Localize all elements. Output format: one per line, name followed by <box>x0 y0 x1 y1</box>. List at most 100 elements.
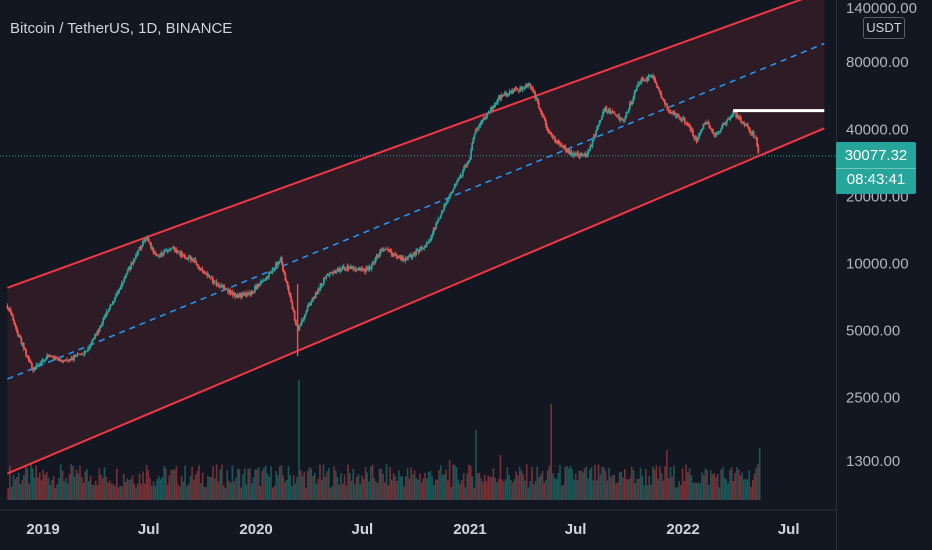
candles <box>6 73 760 374</box>
volume-bar <box>117 487 120 500</box>
candle-body <box>513 90 516 92</box>
volume-bar <box>380 468 383 500</box>
volume-bar <box>266 473 269 500</box>
candle-body <box>54 357 57 361</box>
candle-body <box>401 257 404 260</box>
volume-bar <box>443 474 446 500</box>
volume-bar <box>680 485 682 500</box>
volume-bar <box>527 487 530 500</box>
candle-body <box>351 266 353 268</box>
volume-bar <box>335 470 337 500</box>
volume-bar <box>510 479 512 500</box>
volume-bar <box>198 465 200 500</box>
candle-body <box>67 360 70 362</box>
volume-bar <box>256 469 258 500</box>
candle-body <box>486 113 489 117</box>
candle-body <box>481 120 484 122</box>
symbol-title[interactable]: Bitcoin / TetherUS, 1D, BINANCE <box>10 20 233 37</box>
volume-bar <box>617 482 619 500</box>
candle-body <box>381 249 384 251</box>
volume-bar <box>592 480 595 500</box>
volume-bar <box>408 478 411 500</box>
volume-bar <box>569 465 572 500</box>
volume-bar <box>81 477 83 500</box>
volume-bar <box>566 466 568 500</box>
volume-bar <box>727 483 729 500</box>
candle-body <box>206 272 208 276</box>
volume-bar <box>471 476 474 500</box>
candle-body <box>535 98 538 100</box>
volume-bar <box>702 475 705 500</box>
volume-bar <box>242 474 244 500</box>
volume-bar <box>489 476 491 500</box>
volume-bar <box>515 471 517 500</box>
candle-body <box>196 265 199 267</box>
candle-body <box>49 355 52 357</box>
candle-body <box>586 151 589 157</box>
volume-bar <box>715 476 717 500</box>
candle-body <box>699 132 701 136</box>
candle-body <box>131 263 134 264</box>
candle-body <box>708 124 711 128</box>
currency-unit-button[interactable]: USDT <box>863 17 905 39</box>
candle-body <box>576 152 579 155</box>
x-tick-label: Jul <box>565 521 587 538</box>
volume-bar <box>296 477 298 500</box>
candle-body <box>757 146 760 153</box>
candle-body <box>666 104 669 110</box>
candle-body <box>514 88 517 91</box>
candle-body <box>233 293 235 296</box>
candle-body <box>120 282 123 288</box>
volume-bar <box>487 475 489 500</box>
candle-body <box>355 269 358 271</box>
volume-bar <box>650 484 652 500</box>
volume-bar <box>278 466 281 500</box>
candle-body <box>349 266 352 269</box>
candle-body <box>451 191 454 193</box>
volume-bar <box>669 466 672 500</box>
candle-body <box>6 305 9 309</box>
candle-body <box>203 273 206 274</box>
candle-body <box>442 210 444 211</box>
candle-body <box>99 325 102 328</box>
volume-bar <box>224 488 227 500</box>
volume-bar <box>310 468 312 500</box>
candle-body <box>310 301 312 306</box>
volume-bar <box>252 477 255 500</box>
volume-bar <box>546 470 549 500</box>
candle-body <box>31 362 33 369</box>
candle-body <box>751 131 754 134</box>
volume-bar <box>603 467 605 500</box>
volume-bar <box>751 480 754 500</box>
volume-bar <box>632 470 635 500</box>
volume-bar <box>345 485 348 500</box>
volume-bar <box>573 479 575 500</box>
candle-body <box>46 355 48 359</box>
volume-bar <box>615 483 617 500</box>
candle-body <box>210 277 213 279</box>
candle-body <box>487 112 490 114</box>
candle-body <box>38 364 40 367</box>
candle-body <box>446 199 449 204</box>
volume-bar <box>580 470 582 500</box>
candle-body <box>702 124 705 130</box>
candle-body <box>373 262 375 263</box>
volume-bar <box>378 468 381 500</box>
y-tick-label: 1300.00 <box>846 453 900 470</box>
candle-body <box>548 131 551 133</box>
volume-bar <box>261 470 263 500</box>
candle-body <box>367 267 370 270</box>
candle-body <box>144 238 147 242</box>
candle-body <box>174 249 177 251</box>
candle-body <box>187 257 190 259</box>
candle-body <box>166 250 169 252</box>
candle-body <box>160 252 163 255</box>
candle-body <box>329 272 332 274</box>
volume-bar <box>758 448 761 500</box>
volume-bar <box>86 468 88 500</box>
volume-bar <box>531 466 533 500</box>
volume-bar <box>371 464 374 500</box>
volume-bar <box>641 476 644 500</box>
volume-bar <box>413 470 416 500</box>
